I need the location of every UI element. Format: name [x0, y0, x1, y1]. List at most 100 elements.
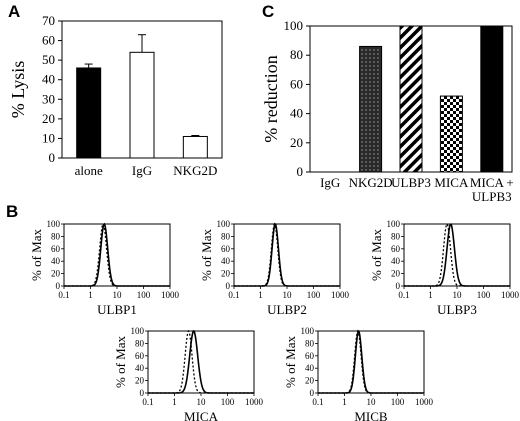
histogram-x-tick-label: 0.1 — [312, 397, 323, 407]
histogram-y-tick-label: 80 — [51, 231, 61, 241]
isotype-control-histogram — [64, 222, 170, 287]
histogram-x-tick-label: 0.1 — [398, 290, 409, 300]
histogram-x-tick-label: 1000 — [415, 397, 434, 407]
x-category-label-line: NKG2D — [349, 175, 393, 190]
histogram-x-tick-label: 10 — [113, 290, 123, 300]
histogram-y-axis-label: % of Max — [113, 336, 128, 388]
histogram-x-tick-label: 1 — [172, 397, 177, 407]
histogram-x-tick-label: 100 — [477, 290, 491, 300]
x-category-label-c: MICA — [434, 175, 469, 190]
histogram-y-tick-label: 80 — [391, 231, 401, 241]
histogram-y-tick-label: 100 — [217, 219, 231, 229]
histogram-x-tick-label: 10 — [197, 397, 207, 407]
y-tick-label-c: 0 — [297, 164, 304, 179]
histogram-x-tick-label: 1 — [258, 290, 263, 300]
stained-histogram — [318, 329, 424, 394]
histogram-y-tick-label: 20 — [391, 269, 401, 279]
panel-letter-b: B — [6, 202, 18, 221]
histogram-y-tick-label: 0 — [226, 281, 231, 291]
histogram-y-tick-label: 60 — [221, 244, 231, 254]
histogram-x-tick-label: 1000 — [245, 397, 264, 407]
y-tick-label-c: 80 — [290, 47, 303, 62]
histogram-y-tick-label: 20 — [51, 269, 61, 279]
histogram-y-tick-label: 20 — [135, 376, 145, 386]
bar-alone — [76, 67, 102, 159]
histogram-frame — [403, 223, 511, 287]
y-tick-label-a: 50 — [42, 52, 55, 67]
x-category-label-line: ULBP3 — [391, 175, 431, 190]
y-tick-label-c: 40 — [290, 106, 303, 121]
y-tick-label-a: 60 — [42, 33, 55, 48]
histogram-y-tick-label: 100 — [301, 326, 315, 336]
histogram-x-tick-label: 1 — [88, 290, 93, 300]
histogram-x-tick-label: 100 — [391, 397, 405, 407]
y-tick-label-a: 20 — [42, 111, 55, 126]
bar-c-3 — [439, 95, 463, 173]
y-axis-label-c: % reduction — [261, 55, 281, 142]
histogram-y-tick-label: 40 — [135, 363, 145, 373]
histogram-x-tick-label: 100 — [137, 290, 151, 300]
histogram-x-tick-label: 1000 — [331, 290, 350, 300]
histogram-frame — [317, 330, 425, 394]
isotype-control-histogram — [234, 222, 340, 287]
y-tick-label-c: 100 — [284, 18, 304, 33]
histogram-y-tick-label: 60 — [391, 244, 401, 254]
isotype-control-histogram — [318, 329, 424, 394]
x-category-label-a: IgG — [132, 163, 152, 178]
bar-c-2 — [399, 25, 423, 173]
histogram-y-tick-label: 100 — [387, 219, 401, 229]
histogram-y-tick-label: 40 — [221, 256, 231, 266]
histogram-y-tick-label: 100 — [47, 219, 61, 229]
y-tick-label-a: 0 — [49, 150, 56, 165]
histogram-y-tick-label: 60 — [135, 351, 145, 361]
histogram-frame — [63, 223, 171, 287]
panel-letter-c: C — [262, 2, 274, 21]
histogram-x-tick-label: 0.1 — [228, 290, 239, 300]
histogram-y-tick-label: 80 — [305, 338, 315, 348]
histogram-y-tick-label: 100 — [131, 326, 145, 336]
x-category-label-c: NKG2D — [349, 175, 393, 190]
histogram-x-tick-label: 0.1 — [142, 397, 153, 407]
histogram-y-tick-label: 0 — [140, 388, 145, 398]
x-category-label-c: MICA + ULPB3 — [470, 175, 514, 204]
histogram-y-tick-label: 80 — [221, 231, 231, 241]
bar-c-1 — [359, 45, 383, 173]
histogram-y-tick-label: 40 — [305, 363, 315, 373]
histogram-y-tick-label: 40 — [391, 256, 401, 266]
histogram-x-axis-label: MICB — [354, 409, 388, 421]
y-tick-label-a: 10 — [42, 130, 55, 145]
histogram-y-tick-label: 80 — [135, 338, 145, 348]
histogram-y-axis-label: % of Max — [369, 229, 384, 281]
histogram-y-axis-label: % of Max — [29, 229, 44, 281]
histogram-x-axis-label: ULBP3 — [437, 302, 477, 317]
y-axis-label-a: % Lysis — [8, 61, 28, 119]
x-category-label-line: MICA + — [470, 175, 514, 190]
histogram-x-tick-label: 1000 — [161, 290, 180, 300]
histogram-y-tick-label: 20 — [305, 376, 315, 386]
stained-histogram — [64, 222, 170, 287]
y-tick-label-a: 70 — [42, 13, 55, 28]
y-tick-label-a: 40 — [42, 72, 55, 87]
histogram-x-tick-label: 100 — [221, 397, 235, 407]
histogram-y-tick-label: 20 — [221, 269, 231, 279]
histogram-x-tick-label: 1000 — [501, 290, 520, 300]
bar-igg — [129, 51, 155, 159]
y-tick-label-a: 30 — [42, 91, 55, 106]
histogram-y-tick-label: 0 — [56, 281, 61, 291]
histogram-x-tick-label: 1 — [342, 397, 347, 407]
x-category-label-a: alone — [75, 163, 103, 178]
chart-a: 0 10 20 30 40 50 60 70 % Lysis alone IgG NKG2D — [8, 13, 223, 178]
bar-nkg2d — [182, 135, 208, 159]
stained-histogram — [234, 222, 340, 287]
x-category-label-line: IgG — [320, 175, 340, 190]
histogram-x-tick-label: 0.1 — [58, 290, 69, 300]
histogram-y-tick-label: 0 — [396, 281, 401, 291]
stained-histogram — [148, 329, 254, 394]
histogram-y-tick-label: 0 — [310, 388, 315, 398]
histogram-x-tick-label: 1 — [428, 290, 433, 300]
histogram-frame — [233, 223, 341, 287]
y-tick-label-c: 60 — [290, 76, 303, 91]
